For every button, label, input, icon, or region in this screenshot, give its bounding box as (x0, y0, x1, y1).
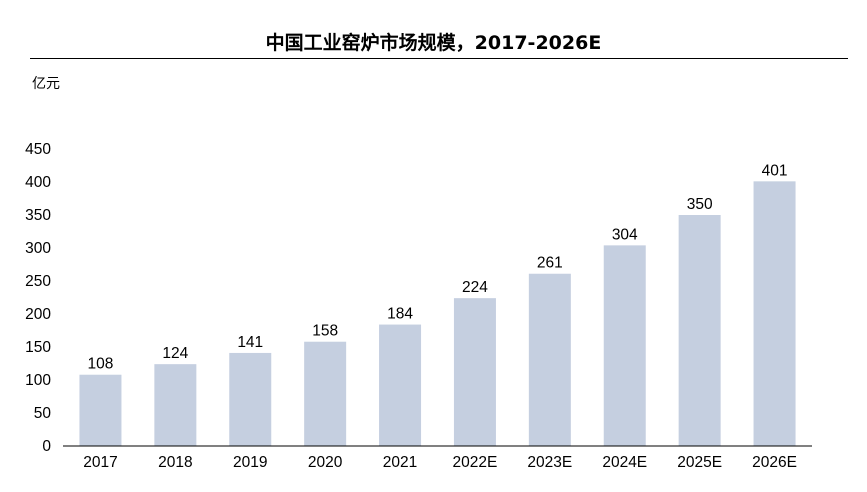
y-tick-label: 300 (25, 240, 51, 257)
y-tick-label: 100 (25, 372, 51, 389)
y-tick-label: 350 (25, 207, 51, 224)
bar (79, 374, 122, 446)
bar (753, 181, 796, 446)
y-tick-label: 50 (34, 405, 52, 422)
y-tick-label: 150 (25, 339, 51, 356)
title-divider (30, 58, 848, 59)
data-label: 141 (237, 334, 263, 351)
bar (379, 324, 422, 446)
bar (154, 364, 197, 446)
x-tick-label: 2023E (527, 454, 572, 471)
data-label: 224 (462, 279, 488, 296)
bar (229, 352, 272, 446)
data-label: 350 (687, 196, 713, 213)
data-label: 304 (612, 226, 638, 243)
x-tick-label: 2025E (677, 454, 722, 471)
y-axis-unit-label: 亿元 (32, 76, 60, 92)
bar (528, 273, 571, 446)
x-tick-label: 2021 (383, 454, 417, 471)
x-tick-label: 2018 (158, 454, 192, 471)
data-label: 124 (162, 345, 188, 362)
x-tick-label: 2022E (453, 454, 498, 471)
data-label: 108 (88, 356, 114, 373)
chart-title: 中国工业窑炉市场规模，2017-2026E (265, 32, 602, 54)
y-tick-label: 0 (42, 438, 51, 455)
data-label: 158 (312, 323, 338, 340)
x-tick-label: 2017 (83, 454, 117, 471)
bar (304, 341, 347, 446)
data-label: 184 (387, 306, 413, 323)
x-tick-label: 2026E (752, 454, 797, 471)
bar (453, 298, 496, 446)
x-tick-label: 2019 (233, 454, 267, 471)
y-tick-label: 450 (25, 141, 51, 158)
data-label: 401 (762, 162, 788, 179)
bar (678, 215, 721, 446)
y-tick-label: 250 (25, 273, 51, 290)
y-tick-label: 400 (25, 174, 51, 191)
y-tick-label: 200 (25, 306, 51, 323)
x-tick-label: 2020 (308, 454, 343, 471)
data-label: 261 (537, 255, 563, 272)
bar (603, 245, 646, 446)
x-tick-label: 2024E (602, 454, 647, 471)
